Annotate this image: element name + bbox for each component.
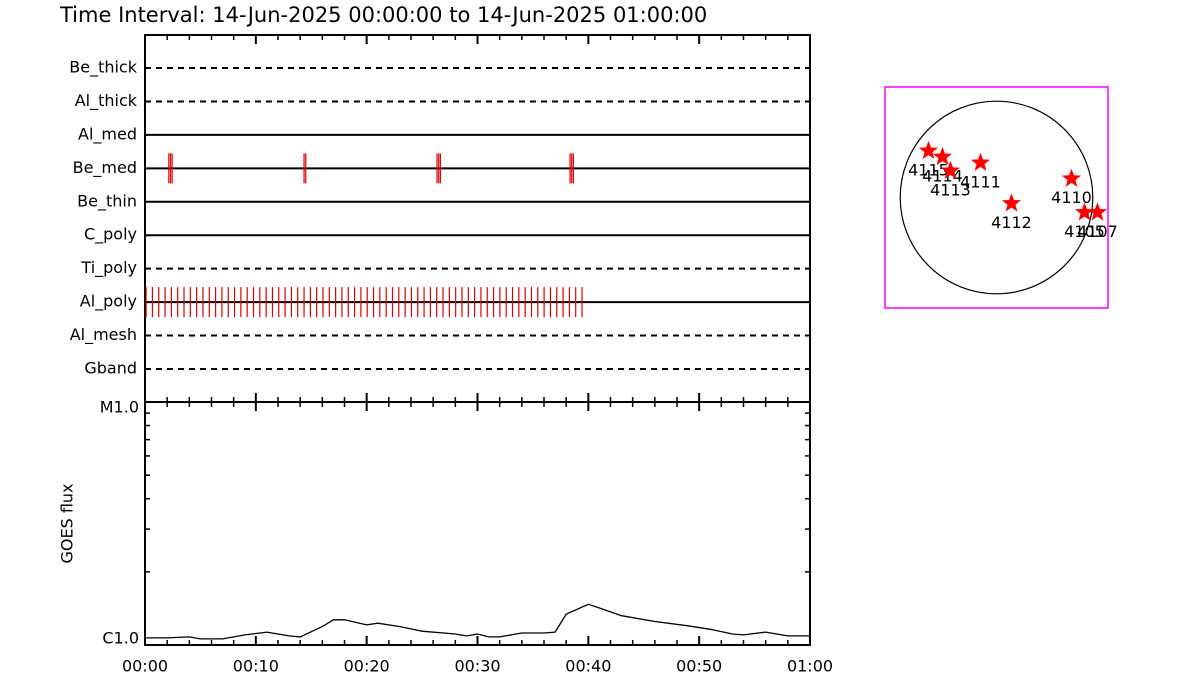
row-label: Be_thin [77, 191, 137, 211]
active-region [971, 152, 990, 171]
region-label: 4110 [1051, 188, 1092, 207]
active-region [1002, 193, 1021, 212]
y-tick-label: M1.0 [100, 398, 139, 417]
row-label: Gband [84, 359, 137, 378]
row-label: Al_poly [80, 292, 137, 312]
row-label: C_poly [84, 225, 137, 245]
active-region [1075, 202, 1094, 221]
x-tick-label: 01:00 [787, 657, 833, 676]
row-label: Be_thick [69, 58, 137, 78]
active-region [941, 160, 960, 179]
solar-disk [899, 100, 1094, 295]
region-label: 4107 [1077, 222, 1118, 241]
chart-title: Time Interval: 14-Jun-2025 00:00:00 to 1… [59, 3, 707, 27]
row-label: Al_med [78, 124, 137, 144]
row-label: Be_med [73, 158, 137, 178]
goes-curve [145, 603, 810, 640]
x-tick-label: 00:20 [344, 657, 390, 676]
y-tick-label: C1.0 [102, 629, 139, 648]
x-tick-label: 00:50 [676, 657, 722, 676]
disk-frame [884, 86, 1109, 309]
row-label: Al_mesh [70, 325, 137, 345]
region-label: 4112 [991, 213, 1032, 232]
row-label: Ti_poly [80, 258, 137, 278]
region-label: 4113 [930, 180, 971, 199]
x-tick-label: 00:00 [122, 657, 168, 676]
row-label: Al_thick [75, 91, 138, 111]
region-label: 4105 [1064, 222, 1105, 241]
x-tick-label: 00:10 [233, 657, 279, 676]
active-region [1062, 168, 1081, 187]
y-axis-label: GOES flux [58, 483, 77, 563]
active-region [933, 146, 952, 165]
region-label: 4111 [960, 172, 1001, 191]
x-tick-label: 00:40 [565, 657, 611, 676]
active-region [1087, 202, 1107, 221]
region-label: 4115 [908, 160, 949, 179]
active-region [919, 140, 938, 159]
x-tick-label: 00:30 [454, 657, 500, 676]
